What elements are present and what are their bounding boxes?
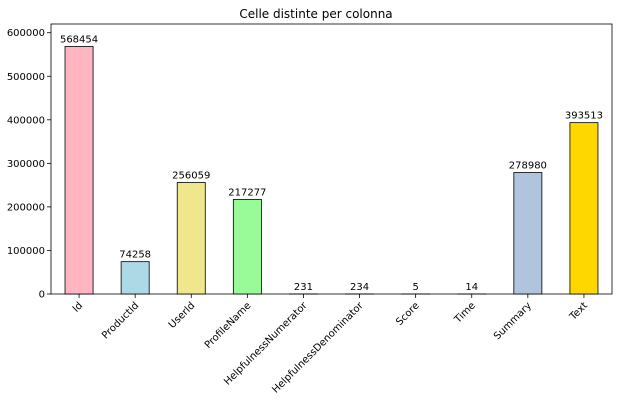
y-tick-label: 600000 <box>7 28 45 39</box>
bar-value-label: 74258 <box>119 250 151 261</box>
bar-value-label: 393513 <box>565 111 603 122</box>
bar-UserId <box>176 182 206 295</box>
x-tick-label: ProfileName <box>203 300 254 351</box>
x-tick-label: Time <box>452 300 478 326</box>
bar-value-label: 256059 <box>172 170 210 181</box>
bar-value-label: 568454 <box>60 34 98 45</box>
bar-value-label: 234 <box>350 282 369 293</box>
y-tick-label: 500000 <box>7 72 45 83</box>
bar-value-label: 231 <box>294 282 313 293</box>
bar-Summary <box>513 172 543 295</box>
y-tick-label: 400000 <box>7 115 45 126</box>
bar-value-label: 278980 <box>509 161 547 172</box>
bar-Id <box>64 46 94 295</box>
bar-value-label: 217277 <box>228 187 266 198</box>
bar-Text <box>569 122 599 295</box>
x-tick-label: UserId <box>167 300 197 330</box>
x-tick-label: HelpfulnessDenominator <box>270 300 366 396</box>
bar-value-label: 5 <box>412 282 418 293</box>
x-tick-label: Summary <box>492 300 534 342</box>
x-tick-label: Score <box>394 300 422 328</box>
y-tick-label: 100000 <box>7 246 45 257</box>
y-tick-label: 0 <box>39 290 45 301</box>
bar-ProfileName <box>232 198 262 295</box>
bar-ProductId <box>120 261 150 295</box>
chart-title: Celle distinte per colonna <box>239 7 392 21</box>
axes-frame <box>50 23 613 295</box>
x-tick-label: Text <box>567 300 590 323</box>
bar-value-label: 14 <box>465 282 478 293</box>
plot-area: 0 100000 200000 300000 400000 500000 600000 568… <box>7 23 613 396</box>
x-tick-label: Id <box>71 300 85 314</box>
y-tick-label: 200000 <box>7 202 45 213</box>
y-tick-label: 300000 <box>7 159 45 170</box>
x-tick-label: ProductId <box>100 300 141 341</box>
